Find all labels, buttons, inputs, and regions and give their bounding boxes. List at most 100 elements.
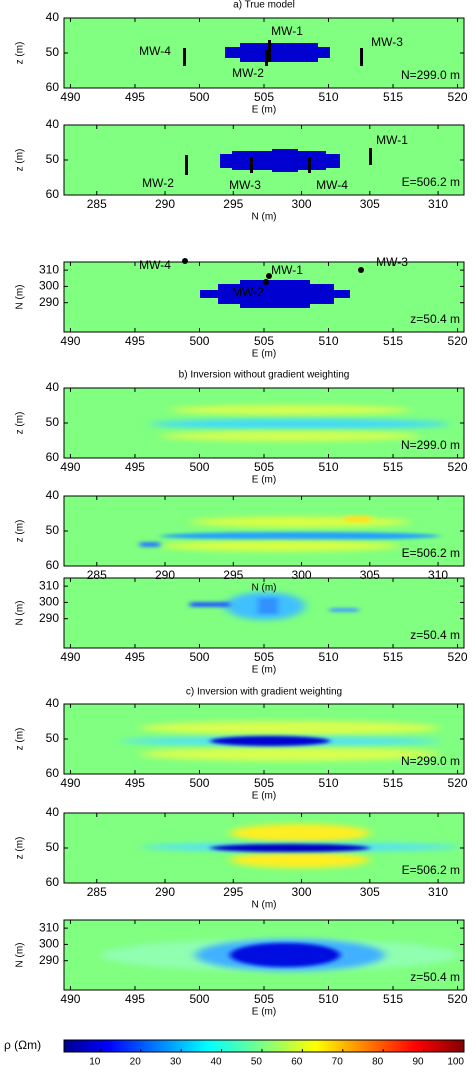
y-tick-label: 50 bbox=[46, 523, 60, 537]
x-tick-label: 500 bbox=[189, 776, 209, 790]
well-label: MW-2 bbox=[232, 285, 264, 299]
x-axis-label: E (m) bbox=[252, 791, 276, 802]
well-label: MW-4 bbox=[139, 44, 171, 58]
x-tick-label: 495 bbox=[125, 90, 145, 104]
colorbar-tick-label: 80 bbox=[372, 1057, 384, 1068]
x-tick-label: 495 bbox=[125, 650, 145, 664]
x-tick-label: 305 bbox=[360, 568, 380, 582]
y-axis-label: z (m) bbox=[15, 412, 26, 435]
x-tick-label: 285 bbox=[87, 885, 107, 899]
y-tick-label: 300 bbox=[39, 595, 59, 609]
x-tick-label: 285 bbox=[87, 197, 107, 211]
y-tick-label: 310 bbox=[39, 578, 59, 592]
x-tick-label: 520 bbox=[448, 334, 468, 348]
x-axis-label: N (m) bbox=[252, 583, 277, 594]
x-tick-label: 505 bbox=[254, 776, 274, 790]
colorbar-tick-label: 20 bbox=[130, 1057, 142, 1068]
x-tick-label: 510 bbox=[319, 334, 339, 348]
colorbar-tick-label: 40 bbox=[210, 1057, 222, 1068]
well-label: MW-1 bbox=[271, 263, 303, 277]
annotation: E=506.2 m bbox=[402, 546, 460, 560]
y-tick-label: 310 bbox=[39, 262, 59, 276]
x-tick-label: 500 bbox=[189, 650, 209, 664]
x-tick-label: 295 bbox=[223, 885, 243, 899]
x-tick-label: 505 bbox=[254, 992, 274, 1006]
annotation: E=506.2 m bbox=[402, 175, 460, 189]
y-tick-label: 50 bbox=[46, 840, 60, 854]
y-tick-label: 290 bbox=[39, 611, 59, 625]
x-axis-label: E (m) bbox=[252, 665, 276, 676]
x-tick-label: 305 bbox=[360, 197, 380, 211]
annotation: z=50.4 m bbox=[410, 970, 460, 984]
colorbar bbox=[63, 1039, 465, 1053]
x-tick-label: 510 bbox=[319, 90, 339, 104]
y-tick-label: 310 bbox=[39, 920, 59, 934]
y-tick-label: 60 bbox=[46, 875, 60, 889]
section-title: a) True model bbox=[233, 0, 295, 11]
y-tick-label: 40 bbox=[46, 696, 60, 710]
x-tick-label: 510 bbox=[319, 776, 339, 790]
x-tick-label: 515 bbox=[383, 992, 403, 1006]
x-tick-label: 295 bbox=[223, 197, 243, 211]
colorbar-tick-label: 10 bbox=[89, 1057, 101, 1068]
x-tick-label: 500 bbox=[189, 460, 209, 474]
annotation: E=506.2 m bbox=[402, 863, 460, 877]
x-tick-label: 515 bbox=[383, 776, 403, 790]
x-tick-label: 285 bbox=[87, 568, 107, 582]
x-tick-label: 505 bbox=[254, 90, 274, 104]
colorbar-label: ρ (Ωm) bbox=[4, 1038, 41, 1052]
y-axis-label: N (m) bbox=[15, 943, 26, 968]
y-axis-label: z (m) bbox=[15, 42, 26, 65]
y-tick-label: 300 bbox=[39, 279, 59, 293]
annotation: z=50.4 m bbox=[410, 312, 460, 326]
annotation: N=299.0 m bbox=[401, 68, 460, 82]
y-axis-label: z (m) bbox=[15, 520, 26, 543]
y-tick-label: 60 bbox=[46, 558, 60, 572]
well-label: MW-4 bbox=[316, 178, 348, 192]
y-tick-label: 40 bbox=[46, 380, 60, 394]
well-label: MW-1 bbox=[376, 133, 408, 147]
x-tick-label: 500 bbox=[189, 992, 209, 1006]
y-tick-label: 40 bbox=[46, 488, 60, 502]
well-label: MW-3 bbox=[376, 255, 408, 269]
x-tick-label: 300 bbox=[292, 197, 312, 211]
inversion-b bbox=[140, 405, 450, 620]
x-tick-label: 515 bbox=[383, 90, 403, 104]
x-axis-label: E (m) bbox=[252, 349, 276, 360]
x-tick-label: 305 bbox=[360, 885, 380, 899]
colorbar-tick-label: 30 bbox=[170, 1057, 182, 1068]
x-tick-label: 520 bbox=[448, 460, 468, 474]
x-tick-label: 500 bbox=[189, 90, 209, 104]
x-tick-label: 300 bbox=[292, 885, 312, 899]
section-title: c) Inversion with gradient weighting bbox=[186, 687, 342, 698]
y-axis-label: z (m) bbox=[15, 149, 26, 172]
annotation: N=299.0 m bbox=[401, 754, 460, 768]
y-tick-label: 60 bbox=[46, 187, 60, 201]
x-tick-label: 490 bbox=[60, 650, 80, 664]
x-tick-label: 310 bbox=[428, 885, 448, 899]
colorbar-tick-label: 90 bbox=[412, 1057, 424, 1068]
x-tick-label: 490 bbox=[60, 776, 80, 790]
y-tick-label: 40 bbox=[46, 10, 60, 24]
well-label: MW-4 bbox=[139, 258, 171, 272]
x-tick-label: 495 bbox=[125, 992, 145, 1006]
x-tick-label: 510 bbox=[319, 992, 339, 1006]
x-tick-label: 520 bbox=[448, 650, 468, 664]
y-tick-label: 50 bbox=[46, 152, 60, 166]
y-tick-label: 50 bbox=[46, 45, 60, 59]
annotation: N=299.0 m bbox=[401, 438, 460, 452]
x-tick-label: 290 bbox=[155, 197, 175, 211]
x-tick-label: 520 bbox=[448, 992, 468, 1006]
colorbar-tick-label: 60 bbox=[291, 1057, 303, 1068]
y-tick-label: 50 bbox=[46, 415, 60, 429]
y-tick-label: 40 bbox=[46, 117, 60, 131]
well-points bbox=[182, 40, 372, 285]
x-tick-label: 515 bbox=[383, 460, 403, 474]
y-tick-label: 60 bbox=[46, 766, 60, 780]
section-title: b) Inversion without gradient weighting bbox=[179, 370, 350, 381]
y-tick-label: 300 bbox=[39, 937, 59, 951]
axes: a) True model 490 495 500 505 510 515 520 40 50 60… bbox=[4, 0, 468, 1068]
x-axis-label: N (m) bbox=[252, 900, 277, 911]
x-tick-label: 510 bbox=[319, 460, 339, 474]
